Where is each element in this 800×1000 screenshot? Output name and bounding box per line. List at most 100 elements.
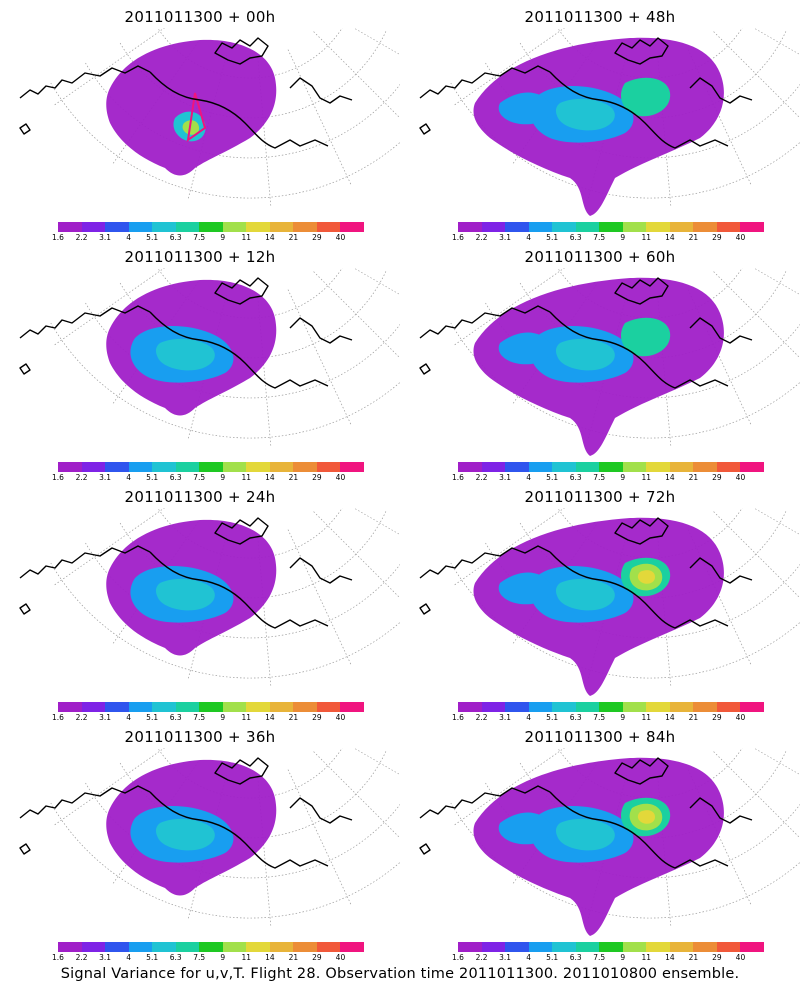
colorbar-swatch xyxy=(505,462,529,472)
variance-field xyxy=(106,759,277,896)
variance-field xyxy=(473,757,724,936)
coastline-islet xyxy=(19,843,31,855)
map-panel-84h: 2011011300 + 84h 1.6 2.2 3.1 4 5.1 6.3 7.5 9 11 1… xyxy=(400,720,800,962)
coastline-west xyxy=(419,545,551,579)
colorbar-label: 6.3 xyxy=(169,473,182,482)
colorbar-swatch xyxy=(481,942,506,952)
colorbar-swatch xyxy=(622,702,647,712)
panel-title: 2011011300 + 60h xyxy=(524,248,676,266)
colorbar-swatch xyxy=(58,462,82,472)
colorbar-swatch xyxy=(222,462,247,472)
colorbar-swatch xyxy=(152,462,176,472)
colorbar-label: 3.1 xyxy=(499,473,512,482)
colorbar-swatch xyxy=(552,222,576,232)
coastline-east xyxy=(689,557,753,584)
colorbar-swatch xyxy=(199,222,223,232)
colorbar-swatch xyxy=(152,222,176,232)
meridian-line xyxy=(53,268,165,346)
colorbar-label: 6.3 xyxy=(169,953,182,962)
colorbar-swatch xyxy=(646,222,670,232)
colorbar-swatch xyxy=(528,702,553,712)
colorbar-label: 2.2 xyxy=(75,473,88,482)
colorbar-swatch xyxy=(105,462,129,472)
coastline-east xyxy=(289,797,353,824)
colorbar-label: 3.1 xyxy=(499,233,512,242)
meridian-line xyxy=(753,28,800,56)
colorbar-label: 7.5 xyxy=(593,233,606,242)
panel-title: 2011011300 + 84h xyxy=(524,728,676,746)
coastline-central xyxy=(149,791,329,869)
colorbar-label: 21 xyxy=(288,953,299,962)
colorbar-label: 11 xyxy=(241,713,252,722)
contour-level-5 xyxy=(555,578,615,611)
panel-title: 2011011300 + 24h xyxy=(124,488,276,506)
variance-field xyxy=(106,279,277,416)
colorbar-label: 3.1 xyxy=(99,473,112,482)
colorbar: 1.6 2.2 3.1 4 5.1 6.3 7.5 9 11 14 21 29 40 xyxy=(52,222,364,242)
map-panel-12h: 2011011300 + 12h 1.6 2.2 3.1 4 5.1 6.3 7.5 9 11 1… xyxy=(0,240,400,482)
colorbar-label: 11 xyxy=(641,233,652,242)
colorbar-label: 5.1 xyxy=(546,953,559,962)
coastline-central xyxy=(149,551,329,629)
colorbar-label: 2.2 xyxy=(75,233,88,242)
colorbar-label: 5.1 xyxy=(546,473,559,482)
colorbar: 1.6 2.2 3.1 4 5.1 6.3 7.5 9 11 14 21 29 40 xyxy=(452,942,764,962)
colorbar-swatch xyxy=(669,942,694,952)
coastline-arctic-islands xyxy=(214,517,269,545)
colorbar-label: 21 xyxy=(688,233,699,242)
coastline-arctic-islands xyxy=(614,277,669,305)
colorbar-swatch xyxy=(81,702,106,712)
colorbar-label: 5.1 xyxy=(146,713,159,722)
colorbar-swatch xyxy=(740,462,764,472)
colorbar-label: 40 xyxy=(735,713,746,722)
coastline-west xyxy=(419,65,551,99)
colorbar: 1.6 2.2 3.1 4 5.1 6.3 7.5 9 11 14 21 29 40 xyxy=(452,702,764,722)
colorbar-label: 3.1 xyxy=(99,953,112,962)
colorbar-label: 3.1 xyxy=(499,713,512,722)
colorbar-label: 6.3 xyxy=(169,713,182,722)
colorbar-label: 6.3 xyxy=(569,953,582,962)
colorbar-swatch xyxy=(81,942,106,952)
meridian-line xyxy=(753,508,800,536)
colorbar-swatch xyxy=(528,462,553,472)
meridian-line xyxy=(713,271,800,359)
colorbar-label: 21 xyxy=(688,953,699,962)
coastline-arctic-islands xyxy=(214,37,269,65)
meridian-line xyxy=(753,748,800,776)
contour-level-5 xyxy=(555,338,615,371)
colorbar-swatch xyxy=(528,222,553,232)
contour-level-4 xyxy=(498,812,551,845)
panel-title: 2011011300 + 36h xyxy=(124,728,276,746)
coastline-central xyxy=(549,71,729,149)
meridian-line xyxy=(453,748,565,826)
colorbar-label: 2.2 xyxy=(75,713,88,722)
colorbar-swatch xyxy=(199,942,223,952)
colorbar-swatch xyxy=(316,942,341,952)
colorbar-label: 4 xyxy=(126,473,131,482)
colorbar-label: 1.6 xyxy=(452,713,464,722)
meridian-line xyxy=(713,511,800,599)
colorbar-label: 9 xyxy=(620,233,626,242)
meridian-line xyxy=(53,508,165,586)
colorbar-label: 11 xyxy=(241,953,252,962)
colorbar-label: 7.5 xyxy=(193,233,206,242)
coastline-islet xyxy=(419,843,431,855)
coastline-east xyxy=(689,797,753,824)
variance-map xyxy=(19,748,400,928)
coastline-west xyxy=(419,785,551,819)
colorbar-label: 2.2 xyxy=(75,953,88,962)
colorbar-swatch xyxy=(105,702,129,712)
colorbar-label: 14 xyxy=(265,233,275,242)
variance-map xyxy=(419,28,800,217)
colorbar-label: 40 xyxy=(735,233,746,242)
map-panel-48h: 2011011300 + 48h 1.6 2.2 3.1 4 5.1 6.3 7.5 9 11 1… xyxy=(400,0,800,242)
colorbar-label: 2.2 xyxy=(475,713,488,722)
coastlines xyxy=(419,277,753,389)
colorbar-swatch xyxy=(599,222,623,232)
colorbar-swatch xyxy=(716,942,741,952)
colorbar-label: 21 xyxy=(288,713,299,722)
colorbar-label: 6.3 xyxy=(569,473,582,482)
colorbar-swatch xyxy=(175,702,200,712)
colorbar-swatch xyxy=(128,702,153,712)
colorbar-swatch xyxy=(222,222,247,232)
